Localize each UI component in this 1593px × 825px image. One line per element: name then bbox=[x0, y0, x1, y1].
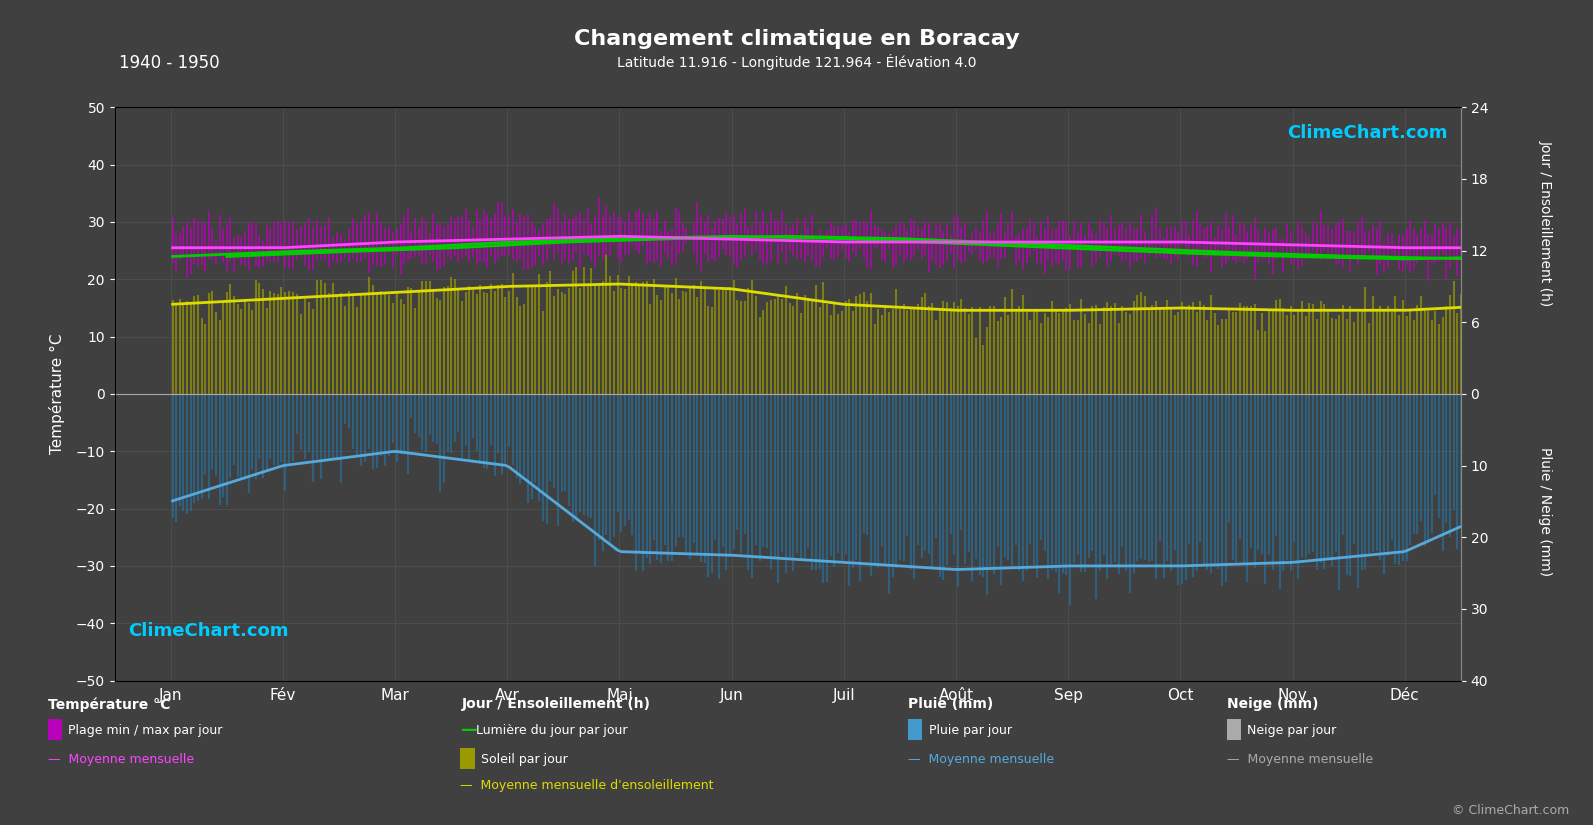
Text: —  Moyenne mensuelle: — Moyenne mensuelle bbox=[1227, 752, 1373, 766]
Text: —  Moyenne mensuelle: — Moyenne mensuelle bbox=[48, 752, 194, 766]
Text: Plage min / max par jour: Plage min / max par jour bbox=[68, 724, 223, 737]
Text: ClimeChart.com: ClimeChart.com bbox=[127, 623, 288, 640]
Text: Latitude 11.916 - Longitude 121.964 - Élévation 4.0: Latitude 11.916 - Longitude 121.964 - Él… bbox=[616, 54, 977, 69]
Text: —  Moyenne mensuelle d'ensoleillement: — Moyenne mensuelle d'ensoleillement bbox=[460, 779, 714, 792]
Text: ClimeChart.com: ClimeChart.com bbox=[1287, 125, 1448, 143]
Text: Pluie par jour: Pluie par jour bbox=[929, 724, 1012, 737]
Text: Soleil par jour: Soleil par jour bbox=[481, 752, 567, 766]
Text: Pluie (mm): Pluie (mm) bbox=[908, 697, 994, 711]
Text: Jour / Ensoleillement (h): Jour / Ensoleillement (h) bbox=[1539, 139, 1552, 306]
Text: Neige par jour: Neige par jour bbox=[1247, 724, 1337, 737]
Text: Lumière du jour par jour: Lumière du jour par jour bbox=[476, 724, 628, 737]
Text: © ClimeChart.com: © ClimeChart.com bbox=[1451, 804, 1569, 817]
Text: Neige (mm): Neige (mm) bbox=[1227, 697, 1317, 711]
Text: —: — bbox=[460, 721, 476, 739]
Y-axis label: Température °C: Température °C bbox=[49, 333, 65, 455]
Text: —  Moyenne mensuelle: — Moyenne mensuelle bbox=[908, 752, 1055, 766]
Text: Pluie / Neige (mm): Pluie / Neige (mm) bbox=[1539, 447, 1552, 576]
Text: Température °C: Température °C bbox=[48, 697, 170, 712]
Text: Jour / Ensoleillement (h): Jour / Ensoleillement (h) bbox=[462, 697, 652, 711]
Text: 1940 - 1950: 1940 - 1950 bbox=[119, 54, 220, 72]
Text: Changement climatique en Boracay: Changement climatique en Boracay bbox=[573, 29, 1020, 49]
